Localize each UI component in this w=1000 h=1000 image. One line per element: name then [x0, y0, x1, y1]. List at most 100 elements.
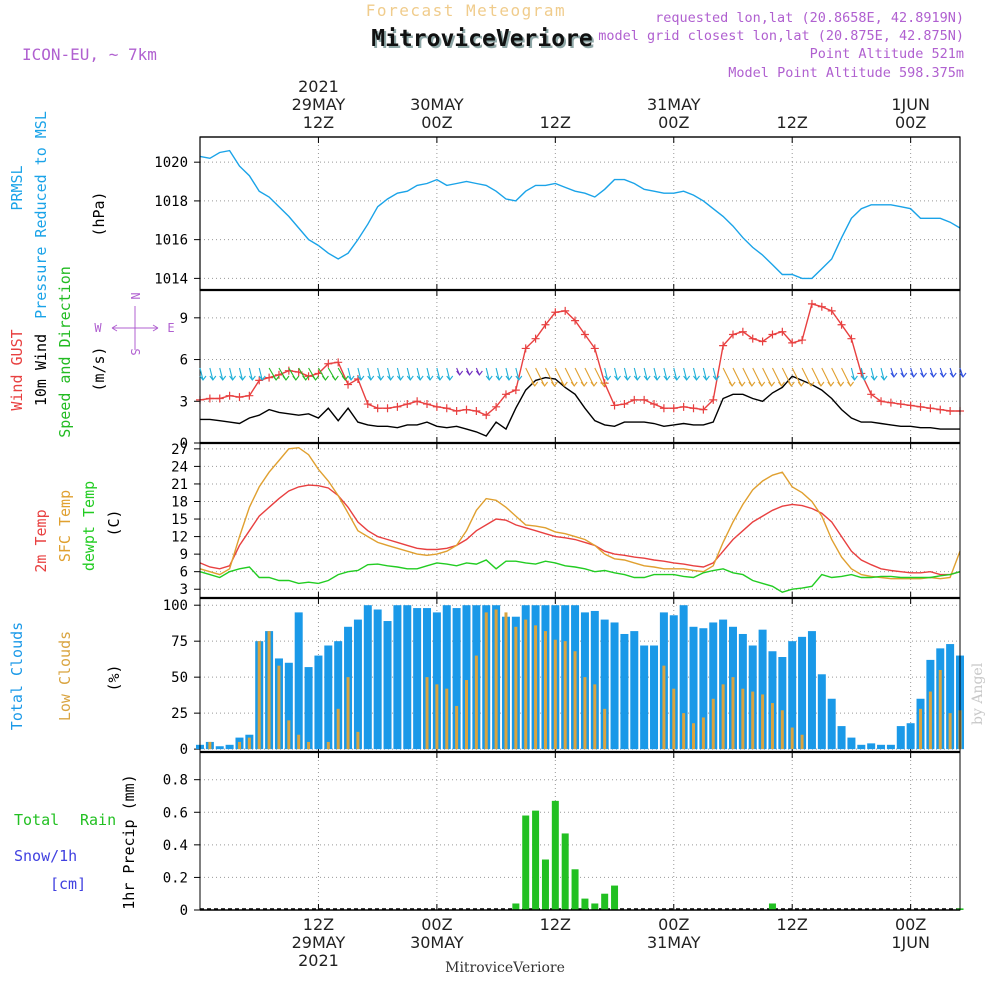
low-cloud-bar [919, 708, 923, 750]
gust-point [669, 404, 678, 413]
top-time-label: 12Z [777, 113, 808, 132]
top-time-label: 00Z [658, 113, 689, 132]
y-tick-label: 0 [180, 436, 188, 452]
wind-arrow [554, 367, 568, 387]
total-cloud-bar [867, 743, 876, 750]
gust-point [373, 404, 382, 413]
wind-arrow [653, 367, 661, 381]
total-cloud-bar [225, 744, 234, 750]
y-tick-label: 0.4 [163, 838, 188, 854]
gust-point [807, 299, 816, 308]
sfc-legend: SFC Temp [56, 490, 74, 562]
wind-arrow [258, 367, 266, 381]
wind-arrow [396, 367, 404, 381]
rain-bar [611, 885, 619, 910]
y-tick-label: 0.6 [163, 805, 188, 821]
gust-point [738, 327, 747, 336]
low-cloud-bar [524, 619, 528, 750]
y-tick-label: 0.8 [163, 773, 188, 789]
top-time-label: 00Z [895, 113, 926, 132]
low-clouds-legend: Low Clouds [56, 631, 74, 721]
low-cloud-bar [573, 651, 577, 750]
wind-arrow [623, 367, 631, 381]
gust-point [926, 404, 935, 413]
gust-point [225, 391, 234, 400]
low-cloud-bar [297, 734, 301, 750]
series-line-sfc-temp [199, 446, 961, 580]
gust-point [245, 391, 254, 400]
wind-arrow [880, 367, 888, 381]
total-cloud-bar [413, 608, 422, 750]
low-cloud-bar [662, 665, 666, 750]
gust-point [334, 358, 343, 367]
wind-arrow [791, 367, 805, 387]
gust-point [877, 397, 886, 406]
gust-point [946, 407, 955, 416]
pressure-legend-1: PRMSL [8, 165, 26, 210]
gust-point [590, 344, 599, 353]
wind-arrow [209, 367, 217, 381]
gust-point [511, 386, 520, 395]
rain-bar [601, 893, 609, 910]
panel-frame [199, 751, 961, 911]
low-cloud-bar [445, 688, 449, 750]
y-tick-label: 75 [171, 634, 188, 650]
gust-point [728, 330, 737, 339]
gust-point [640, 395, 649, 404]
bottom-time-label: 2021 [298, 951, 339, 970]
gust-point [423, 400, 432, 409]
top-time-label: 12Z [303, 113, 334, 132]
total-cloud-bar [650, 645, 659, 750]
wind-arrow [939, 367, 947, 378]
gust-point [778, 327, 787, 336]
wind-arrow [485, 367, 493, 381]
wind-arrow [347, 367, 355, 381]
bottom-time-label: 12Z [303, 915, 334, 934]
wind-arrow [771, 367, 785, 387]
low-cloud-bar [701, 717, 705, 750]
gust-point [265, 373, 274, 382]
clouds-ylabel: (%) [105, 664, 123, 691]
gust-point [442, 404, 451, 413]
wind-arrow [317, 367, 329, 381]
rain-bar [768, 903, 776, 910]
gust-point [719, 341, 728, 350]
bottom-time-label: 12Z [777, 915, 808, 934]
wind-arrow [574, 367, 588, 387]
y-tick-label: 1016 [154, 233, 188, 249]
gust-point [492, 402, 501, 411]
panel-frame [199, 136, 961, 291]
y-tick-label: 15 [171, 512, 188, 528]
low-cloud-bar [770, 703, 774, 750]
gust-point [827, 306, 836, 315]
compass-east: E [167, 321, 174, 335]
temp-legend: 2m Temp [32, 509, 50, 572]
gust-point [432, 402, 441, 411]
total-cloud-bar [630, 631, 639, 750]
total-cloud-bar [294, 612, 303, 750]
wind-arrow [900, 367, 908, 378]
wind-arrow [544, 367, 558, 387]
gust-point [274, 370, 283, 379]
gust-point [709, 395, 718, 404]
compass-north: N [128, 292, 142, 299]
bottom-time-label: 29MAY [292, 933, 346, 952]
rain-bar [512, 903, 520, 910]
wind-arrow [475, 367, 483, 376]
wind-arrow [426, 367, 434, 381]
y-tick-label: 25 [171, 706, 188, 722]
location-title-front: MitroviceVeriore [371, 26, 593, 52]
gust-point [472, 407, 481, 416]
bottom-time-label: 00Z [895, 915, 926, 934]
panel-frame [199, 289, 961, 444]
series-line-dewpt-temp [199, 559, 961, 593]
low-cloud-bar [543, 631, 547, 750]
low-cloud-bar [494, 609, 498, 750]
y-tick-label: 21 [171, 477, 188, 493]
wind-arrow [949, 367, 957, 378]
rain-legend: Rain [80, 811, 116, 829]
gust-point [482, 411, 491, 420]
top-time-label: 31MAY [647, 95, 701, 114]
wind-arrow [673, 367, 681, 381]
total-cloud-bar [600, 619, 609, 750]
